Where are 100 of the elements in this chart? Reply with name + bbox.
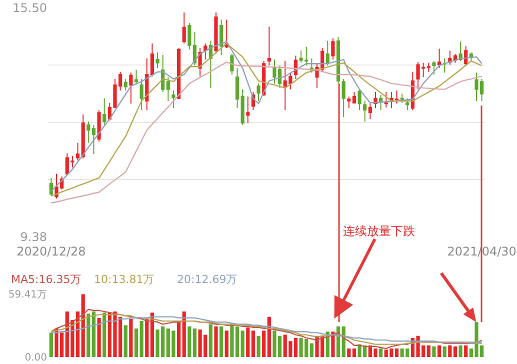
candlestick: [394, 90, 399, 104]
bar: [262, 330, 266, 357]
candlestick: [368, 103, 372, 120]
bar: [224, 330, 228, 357]
candlestick: [390, 92, 394, 109]
candlestick: [235, 68, 240, 109]
text: 10:13.81万: [94, 273, 154, 286]
bar: [331, 332, 335, 357]
candlestick: [331, 38, 335, 60]
candlestick: [124, 78, 128, 92]
bar: [92, 312, 96, 357]
candlestick: [336, 36, 340, 84]
candlestick: [464, 46, 468, 66]
bar: [442, 346, 446, 357]
candlestick: [102, 98, 106, 126]
bar: [49, 332, 53, 357]
candlestick: [267, 26, 271, 66]
bar: [134, 328, 138, 357]
bar: [192, 328, 197, 357]
bar: [448, 345, 452, 357]
candlestick: [363, 100, 367, 122]
bar: [145, 318, 149, 357]
candlestick: [458, 41, 462, 62]
bar: [124, 325, 128, 357]
candlestick: [172, 90, 176, 109]
bar: [176, 322, 181, 357]
candlestick: [220, 19, 224, 56]
bar: [251, 330, 256, 357]
candlestick: [342, 78, 346, 118]
candlestick: [134, 70, 138, 84]
candlestick: [182, 12, 186, 44]
candlestick: [97, 109, 101, 142]
candlestick: [166, 76, 170, 102]
bar: [86, 314, 90, 357]
bar: [432, 346, 436, 357]
text: 20:12.69万: [177, 273, 238, 286]
bar: [437, 345, 442, 357]
candlestick: [192, 31, 197, 66]
candlestick: [214, 12, 218, 53]
candlestick: [437, 48, 442, 69]
candlestick: [426, 62, 430, 72]
y-tick-label: 59.41万: [8, 290, 47, 301]
text: MA5:16.35万: [11, 273, 82, 286]
bar: [310, 343, 314, 357]
bar: [240, 330, 244, 357]
annotation: 连续放量下跌: [343, 224, 415, 238]
candlestick: [76, 142, 80, 161]
candlestick: [400, 93, 404, 104]
bar: [208, 324, 212, 357]
candlestick: [379, 94, 383, 110]
candlestick: [224, 19, 228, 48]
candlestick: [92, 124, 96, 155]
y-tick-label: 0.00: [24, 352, 47, 364]
candlestick: [145, 58, 149, 110]
candlestick: [374, 92, 378, 109]
candlestick: [81, 114, 85, 160]
bar: [220, 326, 224, 357]
candlestick: [256, 82, 260, 102]
bar: [453, 346, 458, 357]
candlestick: [204, 42, 208, 60]
y-tick-label: 15.50: [12, 1, 47, 16]
bar: [347, 348, 351, 357]
y-tick-label: 9.38: [20, 230, 47, 244]
bar: [458, 345, 462, 357]
x-tick-label: 2020/12/28: [16, 244, 86, 259]
candlestick: [448, 50, 452, 66]
bar: [182, 312, 186, 357]
candlestick: [246, 96, 250, 124]
candlestick: [129, 72, 133, 104]
bar: [426, 345, 430, 357]
line-series: [50, 62, 482, 204]
bar: [97, 318, 101, 357]
candlestick: [49, 177, 53, 196]
candlestick: [86, 121, 90, 144]
bar: [464, 345, 468, 357]
candlestick: [176, 47, 181, 100]
bar: [214, 326, 218, 357]
candlestick: [432, 60, 436, 75]
bar: [246, 327, 250, 357]
bar: [129, 318, 133, 357]
bar: [394, 348, 399, 357]
candlestick: [384, 92, 388, 108]
candlestick: [240, 88, 244, 126]
candlestick: [230, 53, 234, 75]
bar: [140, 321, 144, 357]
candlestick: [347, 96, 351, 109]
bar: [188, 326, 192, 357]
candlestick: [326, 40, 330, 66]
candlestick: [442, 58, 446, 74]
bar: [352, 348, 356, 357]
candlestick: [140, 78, 144, 110]
bar: [102, 312, 106, 357]
candlestick: [150, 42, 154, 77]
candlestick: [156, 52, 160, 69]
candlestick: [358, 88, 362, 110]
candlestick: [406, 98, 410, 110]
bar: [378, 348, 383, 357]
candlestick: [188, 22, 192, 50]
bar: [256, 336, 260, 357]
bar: [267, 316, 271, 357]
